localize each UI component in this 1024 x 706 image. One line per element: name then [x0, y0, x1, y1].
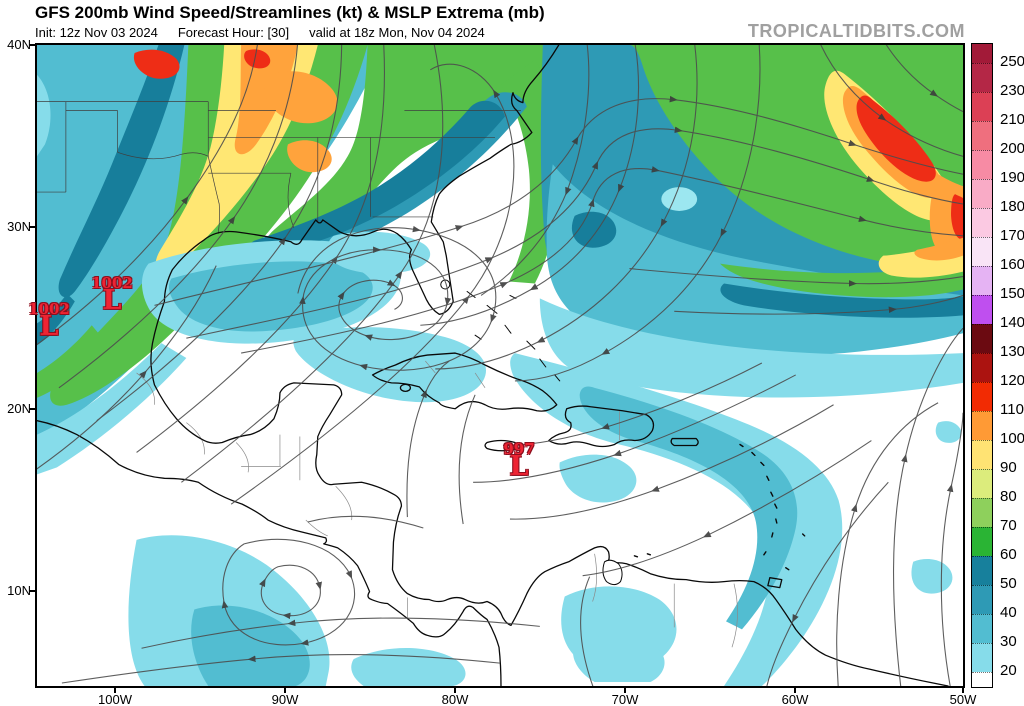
page-title: GFS 200mb Wind Speed/Streamlines (kt) & …: [35, 3, 545, 22]
lon-tick: [284, 688, 286, 693]
low-pressure-symbol: L: [39, 311, 59, 342]
lat-label: 10N: [7, 583, 31, 598]
wind-speed-streamline-map: [37, 45, 963, 686]
colorbar-tick-label: 60: [1000, 546, 1017, 563]
colorbar-segment: [972, 266, 992, 295]
lat-tick: [29, 408, 35, 410]
colorbar-tick-label: 140: [1000, 314, 1024, 331]
colorbar-tick-label: 50: [1000, 575, 1017, 592]
colorbar-segment: [972, 440, 992, 469]
colorbar-tick-label: 230: [1000, 82, 1024, 99]
lon-tick: [624, 688, 626, 693]
lat-label: 40N: [7, 37, 31, 52]
colorbar-tick-label: 20: [1000, 662, 1017, 679]
lon-label: 50W: [949, 692, 977, 706]
colorbar-tick-label: 130: [1000, 343, 1024, 360]
colorbar-segment: [972, 469, 992, 498]
lat-label: 30N: [7, 219, 31, 234]
mslp-value: 1002: [91, 274, 133, 292]
lat-label: 20N: [7, 401, 31, 416]
mslp-value: 997: [503, 440, 535, 458]
lon-tick: [114, 688, 116, 693]
lon-label: 90W: [271, 692, 299, 706]
colorbar-segment: [972, 92, 992, 121]
colorbar-tick-label: 80: [1000, 488, 1017, 505]
colorbar-segment: [972, 121, 992, 150]
colorbar-tick-label: 110: [1000, 401, 1024, 418]
colorbar-tick-label: 180: [1000, 198, 1024, 215]
lon-label: 70W: [611, 692, 639, 706]
lon-label: 80W: [441, 692, 469, 706]
colorbar-segment: [972, 208, 992, 237]
colorbar-tick-label: 90: [1000, 459, 1017, 476]
colorbar-tick-label: 250: [1000, 53, 1024, 70]
colorbar-segment: [972, 382, 992, 411]
lon-tick: [962, 688, 964, 693]
colorbar-tick-label: 30: [1000, 633, 1017, 650]
colorbar-segment: [972, 179, 992, 208]
tropicaltidbits-watermark: TROPICALTIDBITS.COM: [747, 21, 965, 41]
colorbar-segment: [972, 556, 992, 585]
mslp-value: 1002: [28, 300, 70, 318]
lat-tick: [29, 226, 35, 228]
lon-label: 100W: [98, 692, 132, 706]
colorbar-segment: [972, 63, 992, 92]
streamlines: [37, 45, 963, 686]
colorbar-tick-label: 120: [1000, 372, 1024, 389]
low-pressure-symbol: L: [102, 285, 122, 316]
colorbar-segment: [972, 150, 992, 179]
colorbar-segment: [972, 585, 992, 614]
lat-tick: [29, 590, 35, 592]
lat-tick: [29, 44, 35, 46]
lon-tick: [794, 688, 796, 693]
colorbar-tick-label: 160: [1000, 256, 1024, 273]
colorbar-tick-label: 170: [1000, 227, 1024, 244]
forecast-hour: Forecast Hour: [30]: [177, 25, 290, 40]
colorbar-segment: [972, 353, 992, 382]
colorbar-segment: [972, 672, 992, 687]
lon-label: 60W: [781, 692, 809, 706]
colorbar-tick-label: 100: [1000, 430, 1024, 447]
init-line: Init: 12z Nov 03 2024 Forecast Hour: [30]…: [35, 25, 505, 40]
init-time: Init: 12z Nov 03 2024: [35, 25, 158, 40]
colorbar-segment: [972, 498, 992, 527]
colorbar: [971, 43, 993, 688]
low-pressure-symbol: L: [509, 451, 529, 482]
valid-time: valid at 18z Mon, Nov 04 2024: [309, 25, 485, 40]
mslp-low-marker: 997 L: [503, 440, 535, 482]
colorbar-tick-label: 70: [1000, 517, 1017, 534]
colorbar-segment: [972, 44, 992, 63]
mslp-low-marker: 1002 L: [28, 300, 70, 342]
lon-tick: [454, 688, 456, 693]
colorbar-tick-label: 40: [1000, 604, 1017, 621]
colorbar-segment: [972, 237, 992, 266]
colorbar-segment: [972, 614, 992, 643]
colorbar-tick-label: 190: [1000, 169, 1024, 186]
colorbar-segment: [972, 411, 992, 440]
map-frame: [35, 43, 965, 688]
colorbar-segment: [972, 324, 992, 353]
colorbar-segment: [972, 527, 992, 556]
colorbar-tick-label: 200: [1000, 140, 1024, 157]
colorbar-segment: [972, 643, 992, 672]
colorbar-segment: [972, 295, 992, 324]
mslp-low-marker: 1002 L: [91, 274, 133, 316]
colorbar-tick-label: 210: [1000, 111, 1024, 128]
colorbar-tick-label: 150: [1000, 285, 1024, 302]
